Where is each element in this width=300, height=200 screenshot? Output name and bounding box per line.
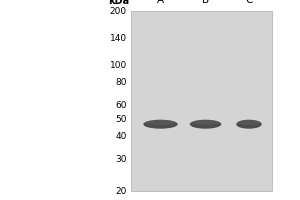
Text: 60: 60: [116, 101, 127, 110]
Text: 80: 80: [116, 78, 127, 87]
Ellipse shape: [192, 120, 219, 125]
Text: 100: 100: [110, 61, 127, 70]
Ellipse shape: [238, 120, 260, 125]
Text: A: A: [157, 0, 164, 5]
Ellipse shape: [146, 120, 175, 125]
Ellipse shape: [143, 120, 178, 129]
Bar: [130, 11, 272, 191]
Text: 40: 40: [116, 132, 127, 141]
Text: 50: 50: [116, 115, 127, 124]
Text: B: B: [202, 0, 209, 5]
Text: 200: 200: [110, 6, 127, 16]
Text: C: C: [245, 0, 253, 5]
Ellipse shape: [190, 120, 221, 129]
Text: 20: 20: [116, 186, 127, 196]
Text: kDa: kDa: [108, 0, 129, 6]
Ellipse shape: [236, 120, 262, 129]
Text: 30: 30: [116, 155, 127, 164]
Text: 140: 140: [110, 34, 127, 43]
